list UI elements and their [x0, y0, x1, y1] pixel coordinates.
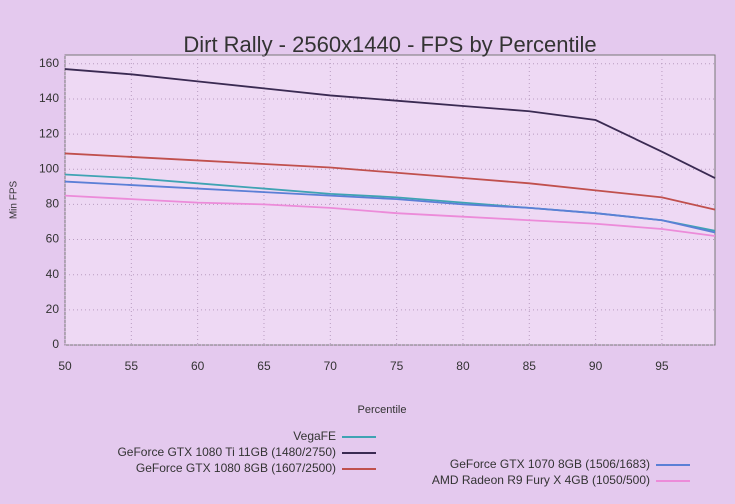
- y-tick-label: 80: [46, 197, 60, 211]
- x-tick-label: 85: [523, 359, 537, 373]
- series-line: [64, 180, 716, 234]
- x-tick-label: 75: [390, 359, 404, 373]
- y-tick-label: 40: [46, 267, 60, 281]
- y-tick-label: 0: [52, 337, 59, 351]
- plot-area: [64, 54, 716, 346]
- x-tick-label: 65: [257, 359, 271, 373]
- y-tick-label: 100: [39, 161, 59, 175]
- x-tick-label: 95: [655, 359, 669, 373]
- legend-label: GeForce GTX 1080 Ti 11GB (1480/2750): [117, 445, 336, 459]
- y-tick-label: 20: [46, 302, 60, 316]
- series-line: [64, 68, 716, 179]
- x-tick-label: 60: [191, 359, 205, 373]
- x-tick-label: 90: [589, 359, 603, 373]
- y-axis-label: Min FPS: [9, 181, 20, 220]
- y-tick-label: 140: [39, 91, 59, 105]
- chart-title: Dirt Rally - 2560x1440 - FPS by Percenti…: [183, 32, 596, 57]
- y-tick-label: 120: [39, 126, 59, 140]
- x-axis-label: Percentile: [358, 404, 407, 416]
- legend-label: AMD Radeon R9 Fury X 4GB (1050/500): [432, 473, 650, 487]
- y-tick-label: 160: [39, 56, 59, 70]
- legend-label: VegaFE: [293, 429, 336, 443]
- x-tick-label: 80: [456, 359, 470, 373]
- series-line: [64, 194, 716, 237]
- x-tick-label: 70: [324, 359, 338, 373]
- y-tick-label: 60: [46, 232, 60, 246]
- legend-label: GeForce GTX 1080 8GB (1607/2500): [136, 461, 336, 475]
- series-line: [64, 152, 716, 211]
- x-tick-label: 55: [125, 359, 139, 373]
- x-tick-label: 50: [58, 359, 72, 373]
- legend-label: GeForce GTX 1070 8GB (1506/1683): [450, 457, 650, 471]
